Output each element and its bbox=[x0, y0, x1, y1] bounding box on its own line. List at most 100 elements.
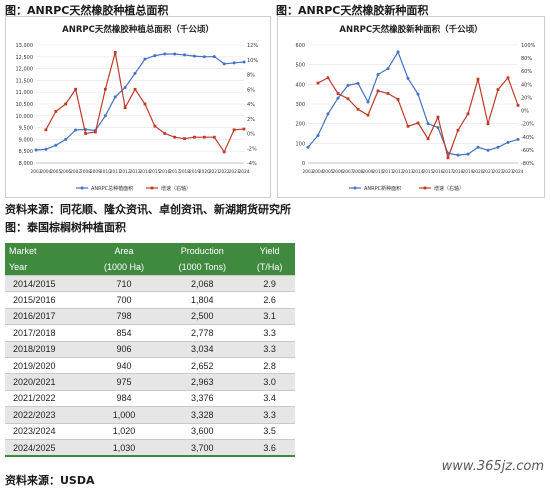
cell-yield: 3.3 bbox=[244, 324, 295, 342]
cell-yield: 2.6 bbox=[244, 291, 295, 309]
x-tick-label: 2022 bbox=[493, 169, 504, 175]
series-point-0 bbox=[133, 71, 137, 75]
y-left-tick-label: 13,000 bbox=[16, 43, 34, 49]
y-right-tick-label: -2% bbox=[247, 146, 257, 152]
series-point-0 bbox=[466, 152, 470, 156]
series-point-1 bbox=[376, 89, 380, 93]
col-header-line2: (1000 Ha) bbox=[103, 262, 144, 272]
series-point-1 bbox=[486, 122, 490, 126]
series-point-0 bbox=[74, 128, 78, 132]
series-point-0 bbox=[436, 126, 440, 130]
series-point-0 bbox=[212, 55, 216, 59]
y-right-tick-label: -4% bbox=[247, 161, 257, 167]
x-tick-label: 2017 bbox=[169, 169, 180, 175]
series-point-1 bbox=[516, 103, 520, 107]
cell-yield: 3.1 bbox=[244, 307, 295, 325]
cell-production: 2,778 bbox=[160, 324, 245, 342]
series-point-0 bbox=[486, 148, 490, 152]
series-point-0 bbox=[232, 61, 236, 65]
chart-title: ANRPC天然橡胶新种面积（千公顷） bbox=[339, 24, 482, 35]
table-row: 2017/2018 854 2,778 3.3 bbox=[5, 324, 295, 342]
cell-area: 984 bbox=[87, 389, 161, 407]
series-point-0 bbox=[336, 96, 340, 100]
y-right-tick-label: 100% bbox=[521, 43, 536, 49]
series-point-0 bbox=[103, 114, 107, 118]
col-header-market-year: Market bbox=[5, 243, 88, 259]
series-point-1 bbox=[456, 128, 460, 132]
y-right-tick-label: 60% bbox=[521, 69, 532, 75]
series-point-1 bbox=[173, 135, 177, 139]
legend-marker-1 bbox=[423, 186, 427, 190]
legend-label: ANRPC总种植面积 bbox=[91, 185, 133, 192]
series-point-0 bbox=[456, 153, 460, 157]
series-point-0 bbox=[242, 60, 246, 64]
table-row: 2024/2025 1,030 3,700 3.6 bbox=[5, 438, 295, 457]
cell-production: 1,804 bbox=[160, 291, 245, 309]
series-point-1 bbox=[336, 92, 340, 95]
x-tick-label: 2019 bbox=[463, 169, 474, 175]
x-tick-label: 2003 bbox=[303, 169, 314, 175]
series-point-0 bbox=[426, 122, 430, 126]
series-point-0 bbox=[416, 92, 420, 96]
y-right-tick-label: 4% bbox=[247, 102, 255, 108]
y-left-tick-label: 10,000 bbox=[16, 114, 34, 120]
cell-market-year: 2022/2023 bbox=[5, 406, 88, 424]
x-tick-label: 2003 bbox=[31, 169, 42, 175]
legend-marker-0 bbox=[353, 186, 357, 190]
col-subheader-yield: (T/Ha) bbox=[244, 259, 295, 276]
series-point-1 bbox=[133, 87, 137, 91]
table-row: 2015/2016 700 1,804 2.6 bbox=[5, 291, 295, 309]
x-tick-label: 2021 bbox=[209, 169, 220, 175]
series-point-1 bbox=[242, 127, 246, 131]
y-right-tick-label: 2% bbox=[247, 117, 255, 123]
series-point-1 bbox=[64, 102, 68, 106]
x-tick-label: 2015 bbox=[149, 169, 160, 175]
series-point-1 bbox=[183, 137, 186, 141]
y-right-tick-label: -60% bbox=[521, 148, 534, 154]
cell-area: 1,000 bbox=[87, 406, 161, 424]
x-tick-label: 2024 bbox=[239, 169, 250, 175]
series-point-0 bbox=[496, 145, 500, 149]
table-row: 2016/2017 798 2,500 3.1 bbox=[5, 307, 295, 325]
x-tick-label: 2012 bbox=[393, 169, 404, 175]
cell-area: 906 bbox=[87, 340, 161, 358]
series-point-1 bbox=[232, 128, 236, 132]
x-tick-label: 2014 bbox=[139, 169, 150, 175]
cell-area: 1,030 bbox=[87, 438, 161, 457]
series-point-0 bbox=[316, 133, 320, 137]
watermark-text: www.365jz.com bbox=[441, 459, 544, 474]
table-row: 2023/2024 1,020 3,600 3.5 bbox=[5, 422, 295, 440]
series-point-0 bbox=[34, 148, 38, 152]
series-point-0 bbox=[222, 62, 226, 66]
series-point-0 bbox=[113, 95, 117, 99]
x-tick-label: 2008 bbox=[80, 169, 91, 175]
x-tick-label: 2023 bbox=[503, 169, 514, 175]
y-left-tick-label: 500 bbox=[295, 63, 305, 69]
series-line-0 bbox=[307, 50, 519, 156]
cell-yield: 2.9 bbox=[244, 274, 295, 292]
x-tick-label: 2018 bbox=[179, 169, 190, 175]
x-tick-label: 2021 bbox=[483, 169, 494, 175]
y-left-tick-label: 12,000 bbox=[16, 67, 34, 73]
y-right-tick-label: 0% bbox=[521, 109, 529, 115]
x-tick-label: 2016 bbox=[433, 169, 444, 175]
table-row: 2022/2023 1,000 3,328 3.3 bbox=[5, 406, 295, 424]
series-point-1 bbox=[202, 135, 206, 139]
cell-yield: 3.3 bbox=[244, 340, 295, 358]
x-tick-label: 2018 bbox=[453, 169, 464, 175]
cell-market-year: 2016/2017 bbox=[5, 307, 88, 325]
table-row: 2014/2015 710 2,068 2.9 bbox=[5, 274, 295, 292]
cell-market-year: 2014/2015 bbox=[5, 274, 88, 292]
series-point-1 bbox=[496, 88, 500, 91]
col-subheader-production: (1000 Tons) bbox=[160, 259, 245, 276]
cell-production: 2,652 bbox=[160, 356, 245, 374]
series-point-1 bbox=[222, 150, 226, 154]
series-point-1 bbox=[103, 87, 107, 91]
series-point-1 bbox=[94, 130, 97, 134]
cell-market-year: 2023/2024 bbox=[5, 422, 88, 440]
y-left-tick-label: 0 bbox=[302, 161, 305, 167]
series-point-0 bbox=[192, 54, 196, 58]
cell-market-year: 2024/2025 bbox=[5, 438, 88, 457]
cell-yield: 3.4 bbox=[244, 389, 295, 407]
series-point-0 bbox=[64, 137, 68, 141]
